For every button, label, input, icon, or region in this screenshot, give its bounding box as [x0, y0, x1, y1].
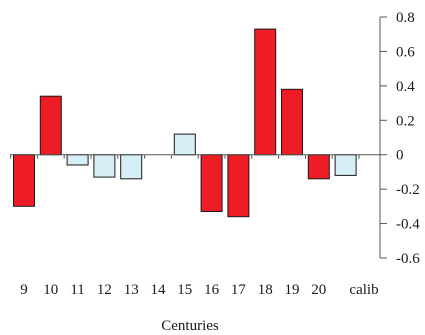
y-tick-label: 0.4	[396, 79, 415, 95]
bar-11	[66, 154, 89, 166]
y-axis-ticks: 0.8 0.6 0.4 0.2 0 -0.2 -0.4 -0.6	[380, 10, 420, 267]
x-category-label: 17	[231, 282, 247, 298]
x-category-label: 12	[97, 282, 112, 298]
bar-12	[93, 154, 116, 178]
x-category-label: 15	[177, 282, 192, 298]
x-category-label: 19	[285, 282, 300, 298]
bar-18	[254, 28, 277, 156]
bar-16	[200, 154, 223, 212]
x-category-label: 16	[204, 282, 220, 298]
bar-19	[281, 88, 303, 156]
x-axis-title: Centuries	[161, 318, 219, 334]
x-category-label: 9	[20, 282, 28, 298]
x-category-label: 18	[258, 282, 273, 298]
x-category-label: 14	[151, 282, 167, 298]
y-tick-label: 0	[396, 148, 404, 164]
y-tick-label: 0.6	[396, 44, 415, 60]
x-category-label: 11	[70, 282, 84, 298]
y-tick-label: 0.2	[396, 113, 415, 129]
zero-baseline-ticks	[10, 154, 360, 159]
bar-10	[39, 95, 62, 156]
bar-17	[227, 154, 250, 218]
bar-13	[120, 154, 143, 180]
x-category-label: 20	[311, 282, 326, 298]
x-category-label: 13	[124, 282, 139, 298]
bar-9	[13, 154, 35, 207]
y-tick-label: -0.6	[396, 251, 420, 267]
x-axis-category-labels: 9 10 11 12 13 14 15 16 17 18 19 20 calib	[20, 282, 378, 298]
y-tick-label: -0.4	[396, 217, 420, 233]
y-tick-label: 0.8	[396, 10, 415, 26]
bar-15	[173, 133, 196, 156]
bar-calib	[334, 154, 357, 176]
y-tick-label: -0.2	[396, 182, 420, 198]
bars-group	[13, 28, 357, 218]
x-category-label: 10	[43, 282, 58, 298]
x-category-label: calib	[349, 282, 378, 298]
bar-20	[307, 154, 330, 180]
